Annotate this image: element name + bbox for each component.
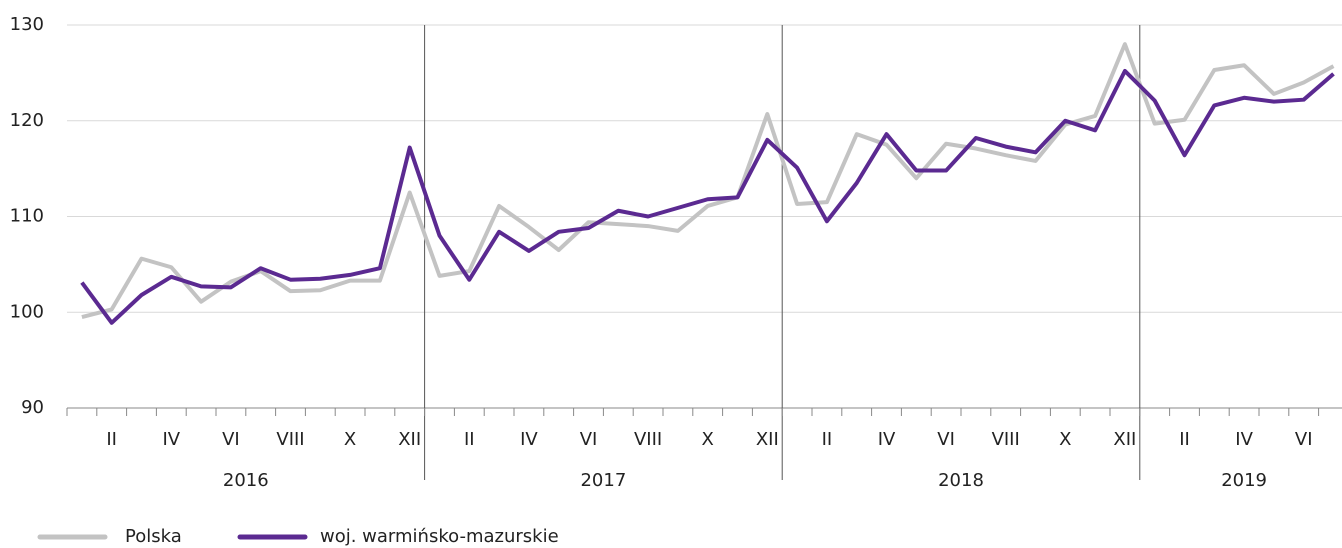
legend-label: woj. warmińsko-mazurskie <box>320 526 559 547</box>
x-tick-label: X <box>344 429 356 450</box>
year-label: 2016 <box>223 470 269 491</box>
x-tick-label: II <box>1179 429 1190 450</box>
x-tick-label: IV <box>878 429 896 450</box>
x-tick-label: VIII <box>634 429 662 450</box>
x-tick-label: IV <box>1235 429 1253 450</box>
x-tick-label: XII <box>756 429 779 450</box>
year-label: 2018 <box>938 470 984 491</box>
x-tick-label: XII <box>398 429 421 450</box>
x-tick-label: X <box>1059 429 1071 450</box>
x-tick-label: XII <box>1113 429 1136 450</box>
y-tick-label: 90 <box>21 397 44 418</box>
y-tick-label: 100 <box>10 301 44 322</box>
series-line <box>80 68 1335 325</box>
x-tick-label: VI <box>937 429 955 450</box>
series-line <box>81 42 1335 319</box>
x-tick-label: IV <box>520 429 538 450</box>
x-tick-label: VI <box>580 429 598 450</box>
x-tick-label: VI <box>222 429 240 450</box>
x-tick-label: IV <box>162 429 180 450</box>
x-tick-label: II <box>822 429 833 450</box>
x-tick-label: II <box>106 429 117 450</box>
y-tick-label: 130 <box>10 14 44 35</box>
y-tick-label: 120 <box>10 110 44 131</box>
year-label: 2017 <box>580 470 626 491</box>
x-tick-label: X <box>702 429 714 450</box>
x-tick-label: II <box>464 429 475 450</box>
x-tick-label: VIII <box>276 429 304 450</box>
y-tick-label: 110 <box>10 206 44 227</box>
year-label: 2019 <box>1221 470 1267 491</box>
x-tick-label: VI <box>1295 429 1313 450</box>
legend-label: Polska <box>125 526 182 547</box>
x-tick-label: VIII <box>992 429 1020 450</box>
